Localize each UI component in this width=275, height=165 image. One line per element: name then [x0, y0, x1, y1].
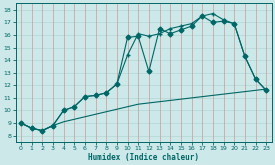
X-axis label: Humidex (Indice chaleur): Humidex (Indice chaleur) [88, 152, 199, 162]
